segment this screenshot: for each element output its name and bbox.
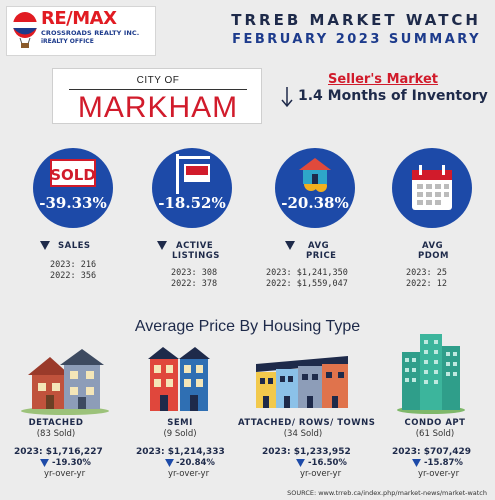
city-name: MARKHAM xyxy=(77,91,239,124)
house-price-icon xyxy=(299,158,331,192)
sales-label: SALES xyxy=(58,241,91,251)
townhouse-icon xyxy=(256,356,348,408)
listings-stat-circle: -18.52% xyxy=(152,148,232,228)
price-stat-circle: -20.38% xyxy=(275,148,355,228)
pdom-2022: 2022: 12 xyxy=(406,279,447,289)
source-note: SOURCE: www.trreb.ca/index.php/market-ne… xyxy=(287,489,487,497)
detached-price: 2023: $1,716,227 xyxy=(14,447,103,457)
semi-label: SEMI xyxy=(167,418,193,428)
sales-stat-circle: SOLD -39.33% xyxy=(33,148,113,228)
remax-balloon-icon xyxy=(13,12,37,48)
pdom-label-line1: AVG xyxy=(422,241,444,251)
semi-sold: (9 Sold) xyxy=(163,429,197,439)
page-subtitle: FEBRUARY 2023 SUMMARY xyxy=(232,32,481,47)
remax-logo: RE/MAX CROSSROADS REALTY INC. iREALTY OF… xyxy=(6,6,156,56)
down-triangle-icon xyxy=(40,241,50,250)
townhouse-change: -16.50% xyxy=(308,458,347,468)
market-type: Seller's Market xyxy=(328,72,439,87)
detached-label: DETACHED xyxy=(28,418,84,428)
section-title: Average Price By Housing Type xyxy=(134,318,361,335)
detached-house-icon xyxy=(21,349,109,415)
semi-price: 2023: $1,214,333 xyxy=(136,447,225,457)
condo-change: -15.87% xyxy=(424,458,463,468)
brand-name: RE/MAX xyxy=(41,8,117,29)
listing-sign-icon xyxy=(176,154,210,194)
price-change: -20.38% xyxy=(281,194,349,212)
townhouse-label: ATTACHED/ ROWS/ TOWNS xyxy=(238,418,376,428)
condo-price: 2023: $707,429 xyxy=(392,447,472,457)
price-label-line2: PRICE xyxy=(306,251,337,261)
city-box: CITY OF MARKHAM xyxy=(52,68,262,124)
condo-sold: (61 Sold) xyxy=(415,429,455,439)
listings-label-line1: ACTIVE xyxy=(176,241,214,251)
price-2023: 2023: $1,241,350 xyxy=(266,268,348,278)
townhouse-yoy: yr-over-yr xyxy=(300,469,342,479)
down-triangle-icon xyxy=(40,459,49,467)
pdom-stat-circle xyxy=(392,148,472,228)
city-divider xyxy=(69,89,247,90)
pdom-2023: 2023: 25 xyxy=(406,268,447,278)
price-2022: 2022: $1,559,047 xyxy=(266,279,348,289)
sales-change: -39.33% xyxy=(39,194,107,212)
listings-2023: 2023: 308 xyxy=(171,268,218,278)
sales-2023: 2023: 216 xyxy=(50,260,97,270)
townhouse-price: 2023: $1,233,952 xyxy=(262,447,351,457)
detached-yoy: yr-over-yr xyxy=(44,469,86,479)
condo-tower-icon xyxy=(397,334,465,414)
detached-sold: (83 Sold) xyxy=(36,429,76,439)
sales-2022: 2022: 356 xyxy=(50,271,97,281)
down-triangle-icon xyxy=(157,241,167,250)
down-triangle-icon xyxy=(285,241,295,250)
brand-subtitle: CROSSROADS REALTY INC. xyxy=(41,29,140,37)
condo-yoy: yr-over-yr xyxy=(418,469,460,479)
arrow-down-icon xyxy=(281,87,293,108)
semi-yoy: yr-over-yr xyxy=(168,469,210,479)
townhouse-sold: (34 Sold) xyxy=(283,429,323,439)
city-prefix: CITY OF xyxy=(136,75,180,86)
semi-house-icon xyxy=(148,347,210,411)
calendar-icon xyxy=(412,165,452,210)
listings-label-line2: LISTINGS xyxy=(172,251,220,261)
sold-sign-text: SOLD xyxy=(50,166,96,184)
detached-change: -19.30% xyxy=(52,458,91,468)
sold-sign-icon: SOLD xyxy=(50,159,96,187)
listings-change: -18.52% xyxy=(158,194,226,212)
semi-change: -20.84% xyxy=(176,458,215,468)
condo-label: CONDO APT xyxy=(404,418,466,428)
page-title: TRREB MARKET WATCH xyxy=(231,11,481,29)
listings-2022: 2022: 378 xyxy=(171,279,218,289)
down-triangle-icon xyxy=(412,459,421,467)
months-of-inventory: 1.4 Months of Inventory xyxy=(298,88,488,104)
pdom-label-line2: PDOM xyxy=(418,251,449,261)
down-triangle-icon xyxy=(296,459,305,467)
brand-office: iREALTY OFFICE xyxy=(41,38,94,45)
price-label-line1: AVG xyxy=(308,241,330,251)
down-triangle-icon xyxy=(165,459,174,467)
